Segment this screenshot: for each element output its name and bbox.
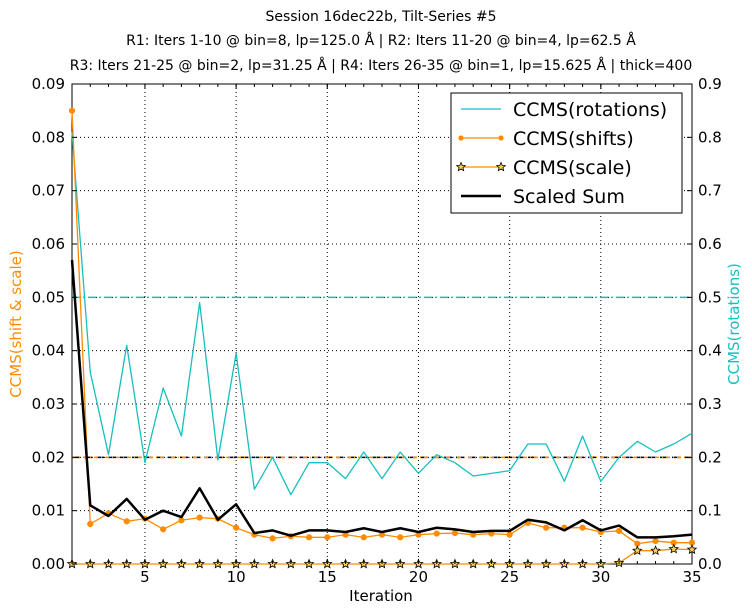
y-left-tick-label: 0.06 (32, 235, 65, 253)
x-tick-label: 20 (409, 568, 428, 586)
series-scaled-sum (70, 259, 693, 539)
y-right-tick-label: 0.9 (698, 75, 722, 93)
data-point (632, 545, 643, 556)
data-point (87, 520, 94, 528)
reference-lines (72, 296, 692, 459)
data-point (160, 526, 167, 533)
data-point (196, 514, 203, 521)
x-tick-label: 35 (682, 568, 701, 586)
data-point (652, 537, 659, 545)
data-point (178, 517, 185, 524)
y-right-tick-label: 0.7 (698, 182, 722, 200)
y-right-tick-label: 0.8 (698, 128, 722, 146)
axes: 5 10 15 20 25 30 35 0.00 0.01 0.02 0.03 0.04 0.05 0.0… (32, 75, 722, 586)
y-right-tick-label: 0.3 (698, 395, 722, 413)
legend-label: Scaled Sum (513, 186, 625, 208)
x-tick-label: 5 (140, 568, 150, 586)
data-point (123, 518, 130, 525)
data-point (451, 529, 459, 537)
y-left-tick-label: 0.01 (32, 502, 65, 520)
x-axis-label: Iteration (349, 587, 413, 605)
y-right-tick-label: 0.5 (698, 288, 722, 306)
series-line (71, 131, 693, 496)
y-left-tick-label: 0.04 (32, 342, 65, 360)
x-tick-label: 10 (227, 568, 246, 586)
x-tick-label: 15 (318, 568, 337, 586)
x-tick-label: 25 (500, 568, 519, 586)
data-point (543, 524, 550, 531)
data-point (579, 524, 586, 531)
y-right-tick-label: 0.4 (698, 342, 722, 360)
y-left-tick-label: 0.09 (32, 75, 65, 93)
legend-marker (498, 135, 504, 141)
y-left-tick-label: 0.07 (32, 182, 65, 200)
chart-title-line-3: R3: Iters 21-25 @ bin=2, lp=31.25 Å | R4… (70, 57, 692, 74)
legend-marker (455, 161, 467, 172)
legend-label: CCMS(shifts) (513, 128, 634, 150)
data-point (397, 534, 404, 541)
legend-box (450, 92, 683, 214)
y-axis-label-right: CCMS(rotations) (725, 263, 743, 385)
series-line (70, 259, 693, 539)
data-point (269, 535, 276, 542)
y-right-tick-label: 0.2 (698, 448, 722, 466)
x-tick-label: 30 (591, 568, 610, 586)
data-point (650, 545, 661, 556)
legend-label: CCMS(scale) (513, 157, 632, 179)
data-point (324, 534, 331, 541)
data-point (433, 530, 440, 537)
y-axis-label-left: CCMS(shift & scale) (7, 250, 25, 397)
y-left-tick-label: 0.00 (32, 555, 65, 573)
legend-marker (495, 161, 507, 172)
legend-label: CCMS(rotations) (513, 99, 667, 121)
data-point (360, 534, 367, 541)
data-point (615, 527, 623, 535)
series-rotations (71, 131, 693, 496)
data-point (506, 531, 513, 538)
legend: CCMS(rotations) CCMS(shifts) CCMS(scale) Sc… (450, 92, 683, 214)
y-right-tick-label: 0.0 (698, 555, 722, 573)
y-left-tick-label: 0.03 (32, 395, 65, 413)
data-point (668, 543, 680, 554)
chart-title-line-1: Session 16dec22b, Tilt-Series #5 (265, 9, 496, 25)
y-right-tick-label: 0.1 (698, 502, 722, 520)
data-point (686, 544, 698, 555)
data-point (68, 107, 76, 114)
y-left-tick-label: 0.08 (32, 128, 65, 146)
chart-title-line-2: R1: Iters 1-10 @ bin=8, lp=125.0 Å | R2:… (126, 32, 636, 49)
data-point (233, 524, 240, 531)
data-point (305, 534, 313, 541)
y-left-tick-label: 0.02 (32, 448, 65, 466)
legend-marker (458, 135, 464, 141)
series-scale (66, 543, 698, 569)
y-left-tick-label: 0.05 (32, 288, 65, 306)
y-right-tick-label: 0.6 (698, 235, 722, 253)
